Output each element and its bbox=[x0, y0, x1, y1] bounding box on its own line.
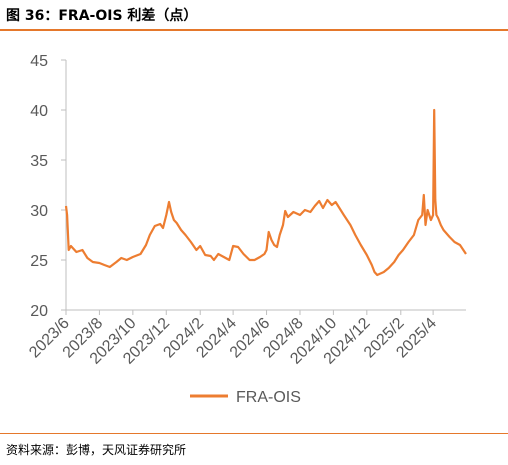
y-axis: 20 25 30 35 40 45 bbox=[30, 53, 67, 320]
figure-title: 图 36：FRA-OIS 利差（点） bbox=[6, 8, 198, 24]
series-line-fra-ois bbox=[64, 108, 467, 277]
y-tick-label: 40 bbox=[30, 103, 48, 120]
y-tick-label: 35 bbox=[30, 153, 48, 170]
y-tick-label: 30 bbox=[30, 203, 48, 220]
legend-label: FRA-OIS bbox=[236, 389, 301, 406]
x-axis: 2023/62023/82023/102023/122024/22024/420… bbox=[26, 309, 466, 368]
source-note: 资料来源：彭博，天风证券研究所 bbox=[6, 443, 187, 457]
y-tick-label: 20 bbox=[30, 303, 48, 320]
bottom-rule bbox=[0, 433, 508, 434]
y-tick-label: 45 bbox=[30, 53, 48, 70]
chart: 20 25 30 35 40 45 2023/62023/82023/102023/122… bbox=[26, 53, 467, 406]
y-tick-label: 25 bbox=[30, 253, 48, 270]
top-rule bbox=[0, 29, 508, 31]
legend: FRA-OIS bbox=[190, 389, 301, 406]
